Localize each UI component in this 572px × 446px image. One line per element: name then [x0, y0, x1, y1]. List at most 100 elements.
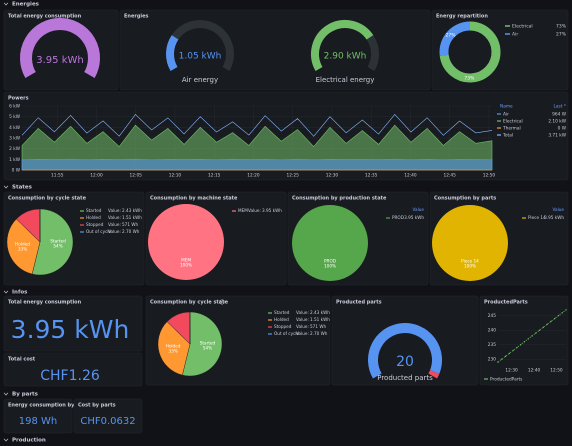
legend-name: Holded	[274, 317, 289, 322]
legend-name: Total	[502, 133, 513, 139]
legend-name: Stopped	[274, 324, 292, 329]
pie-slice	[31, 208, 74, 276]
panel	[73, 398, 143, 434]
legend-name: Out of cycle	[274, 331, 300, 336]
row-title: States	[12, 185, 33, 191]
row-chevron[interactable]	[3, 438, 9, 442]
pie-label: 33%	[168, 348, 177, 353]
panel-title: Energy consumption by ...	[8, 403, 82, 409]
panel	[119, 9, 431, 91]
gauge-name: Electrical energy	[316, 76, 375, 84]
panel	[3, 398, 73, 434]
legend-name: Air	[503, 112, 509, 118]
legend-name: Out of cycle	[86, 229, 112, 234]
point	[516, 346, 518, 349]
row-chevron[interactable]	[3, 185, 9, 189]
legend-name: Electrical	[503, 119, 523, 125]
x-tick-label: 12:40	[528, 368, 541, 374]
legend-name: Started	[86, 208, 102, 213]
point	[553, 317, 556, 320]
point	[523, 341, 526, 343]
legend-value: 3.95 kWh	[404, 215, 424, 220]
legend-name: Thermal	[502, 126, 521, 132]
y-tick-label: 4 kW	[9, 125, 21, 131]
legend-name: Holded	[86, 215, 101, 220]
gauge-arc	[311, 20, 374, 71]
pie-slice	[157, 321, 191, 376]
legend-value: 571 Wh	[310, 324, 326, 329]
y-tick-label: 245	[488, 313, 496, 319]
panel-title: Total cost	[8, 357, 36, 363]
stat-value: 3.95 kWh	[11, 315, 130, 344]
pie-slice	[6, 218, 41, 275]
donut-label: 73%	[464, 75, 475, 81]
y-tick-label: 5 kW	[9, 114, 21, 120]
legend-value: 2.43 kWh	[310, 310, 330, 315]
point	[557, 315, 560, 317]
row-title: Energies	[12, 2, 40, 8]
stat-value: CHF1.26	[40, 368, 100, 384]
legend-header: Last *	[554, 104, 567, 110]
row-title: Production	[12, 438, 46, 444]
legend-value: 3.95 kWh	[262, 208, 282, 213]
point	[519, 344, 522, 346]
legend-prefix: Value:	[296, 310, 309, 315]
x-tick-label: 11:55	[51, 173, 64, 179]
x-tick-label: 12:40	[404, 173, 417, 179]
pie-label: 54%	[53, 244, 62, 249]
panel-title: Energy repartition	[436, 14, 488, 20]
point	[508, 352, 511, 355]
gauge-threshold	[428, 370, 440, 379]
legend-name: Stopped	[86, 222, 104, 227]
row-chevron[interactable]	[3, 392, 9, 396]
pie-label: Holded	[15, 241, 30, 246]
panel	[331, 295, 479, 386]
pie-slice	[432, 205, 508, 281]
x-tick-label: 12:45	[444, 173, 457, 179]
point	[546, 323, 548, 326]
info-icon[interactable]	[219, 299, 225, 305]
series-area	[21, 124, 493, 171]
legend-value: 3.71 kW	[548, 133, 566, 139]
point	[501, 358, 503, 360]
legend-header: Value	[553, 207, 565, 212]
legend-value: 1.51 kWh	[122, 215, 142, 220]
legend-value: 571 Wh	[122, 222, 138, 227]
pie-label: Holded	[166, 343, 181, 348]
legend-prefix: Value:	[108, 229, 121, 234]
pie-label: 33%	[18, 246, 27, 251]
x-tick-label: 12:25	[287, 173, 300, 179]
pie-label: PROD	[324, 258, 336, 263]
x-tick-label: 12:20	[247, 173, 260, 179]
donut-slice	[439, 21, 501, 83]
gauge-arc	[368, 323, 442, 379]
legend-name: Air	[512, 32, 518, 38]
point	[527, 338, 529, 340]
series-area	[21, 158, 493, 171]
legend-prefix: Value:	[108, 222, 121, 227]
legend-prefix: Value:	[108, 208, 121, 213]
legend-name: MEM	[238, 208, 248, 213]
legend-value: 27%	[556, 32, 567, 38]
pie-label: Started	[50, 239, 66, 244]
legend-name: Electrical	[512, 24, 533, 30]
row-chevron[interactable]	[3, 2, 9, 6]
legend-value: 0 W	[558, 126, 567, 132]
pie-slice	[182, 311, 223, 377]
point	[512, 349, 514, 352]
point	[542, 326, 545, 328]
row-chevron[interactable]	[3, 290, 9, 294]
panel-title: Energies	[124, 14, 149, 20]
gauge-value: 20	[396, 354, 414, 370]
y-tick-label: 6 kW	[9, 104, 21, 110]
legend-name: PROD	[392, 215, 404, 220]
x-tick-label: 12:50	[550, 368, 563, 374]
point	[504, 355, 507, 357]
panel	[3, 352, 143, 387]
legend-prefix: Value:	[108, 215, 121, 220]
panel-title: Consumption by cycle state	[8, 196, 87, 202]
point	[497, 361, 499, 363]
legend-header: Value	[413, 207, 425, 212]
legend-prefix: Value:	[296, 324, 309, 329]
